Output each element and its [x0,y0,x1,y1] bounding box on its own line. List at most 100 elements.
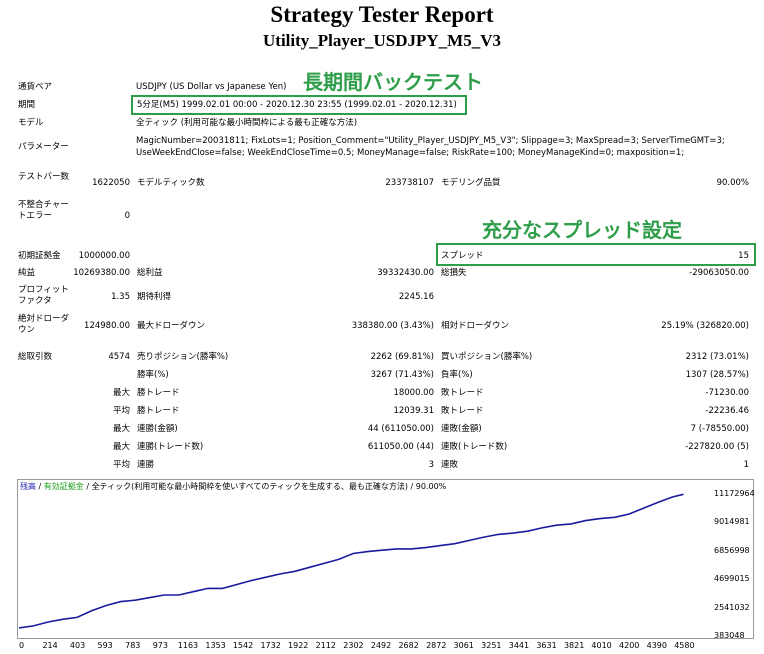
win-label: 勝率(%) [137,370,169,380]
pf-value: 1.35 [111,292,130,302]
max-cons-loss-label: 連敗(トレード数) [441,442,508,452]
largest-win-value: 18000.00 [393,388,434,398]
y-tick-label-5: 11172964 [714,489,755,498]
x-tick-label-0: 0 [19,641,25,650]
x-tick-label-5: 973 [152,641,168,650]
x-tick-label-20: 3821 [563,641,585,650]
x-tick-label-6: 1163 [177,641,199,650]
max-dd-label: 最大ドローダウン [137,321,206,331]
y-tick-label-2: 4699015 [714,574,750,584]
gross-loss-value: -29063050.00 [689,268,749,278]
period-value: 5分足(M5) 1999.02.01 00:00 - 2020.12.30 23… [137,100,457,110]
legend-separator-3: / [407,482,416,491]
ticks-value: 233738107 [385,178,434,188]
period-highlight-box [131,95,467,115]
x-tick-label-15: 2872 [426,641,447,650]
trades-label: 総取引数 [18,352,53,362]
legend-equity: 有効証拠金 [43,482,84,491]
x-tick-label-7: 1353 [205,641,226,650]
chart-legend: 残高 / 有効証拠金 / 全ティック(利用可能な最小時間枠を使いすべてのティック… [20,481,446,492]
legend-balance: 残高 [20,482,36,491]
x-tick-label-11: 2112 [315,641,337,650]
max-cons-wins-label: 連勝(金額) [137,424,178,434]
x-tick-label-2: 403 [69,641,86,650]
max-cons-profit-value: 611050.00 (44) [367,442,434,452]
quality-label: モデリング品質 [441,178,501,188]
y-tick-label-0: 383048 [714,631,745,640]
x-tick-label-18: 3441 [508,641,530,650]
trades-value: 4574 [108,352,130,362]
max-1-label: 最大 [112,424,130,434]
spread-value: 15 [738,251,749,261]
params-line-2: UseWeekEndClose=false; WeekEndCloseTime=… [136,148,685,158]
balance-line-0 [18,493,684,629]
legend-model: 全ティック(利用可能な最小時間枠を使いすべてのティックを生成する、最も正確な方法… [91,482,408,491]
x-tick-label-23: 4390 [646,641,667,650]
x-tick-label-4: 783 [125,641,141,650]
largest-win-label: 勝トレード [137,388,180,398]
spread-highlight-box [436,243,756,266]
win-value: 3267 (71.43%) [370,370,434,380]
avg-cons-wins-label: 連勝 [137,460,155,470]
x-tick-label-10: 1922 [288,641,309,650]
quality-value: 90.00% [716,178,749,188]
x-tick-label-22: 4200 [619,641,640,650]
avg-loss-label: 敗トレード [441,406,484,416]
lose-label: 負率(%) [441,370,473,380]
mismatch-label: 不整合チャートエラー [18,200,69,221]
y-tick-label-3: 6856998 [714,545,750,555]
expected-label: 期待利得 [137,292,172,302]
spread-label: スプレッド [441,251,484,261]
mismatch-value: 0 [124,211,130,221]
x-tick-label-24: 4580 [674,641,695,650]
largest-loss-value: -71230.00 [705,388,749,398]
ticks-label: モデルティック数 [137,178,205,188]
max-cons-losses-label: 連敗(金額) [441,424,482,434]
x-tick-label-21: 4010 [591,641,612,650]
avg-loss-value: -22236.46 [705,406,749,416]
x-tick-label-17: 3251 [481,641,502,650]
long-label: 買いポジション(勝率%) [441,352,533,362]
params-label: パラメーター [18,142,69,152]
x-tick-label-16: 3061 [453,641,474,650]
gross-loss-label: 総損失 [441,268,467,278]
max-dd-value: 338380.00 (3.43%) [351,321,434,331]
params-line-1: MagicNumber=20031811; FixLots=1; Positio… [136,136,725,146]
period-label: 期間 [18,100,36,110]
model-value: 全ティック (利用可能な最小時間枠による最も正確な方法) [136,118,358,128]
report-subtitle: Utility_Player_USDJPY_M5_V3 [263,31,501,50]
x-tick-label-1: 214 [42,641,58,650]
max-cons-losses-value: 7 (-78550.00) [690,424,749,434]
rel-dd-label: 相対ドローダウン [441,321,510,331]
average-label: 平均 [112,406,130,416]
avg-win-label: 勝トレード [137,406,180,416]
y-tick-label-1: 2541032 [714,602,750,612]
lose-value: 1307 (28.57%) [685,370,749,380]
net-value: 10269380.00 [73,268,130,278]
pair-label: 通貨ペア [18,82,53,92]
max-cons-loss-value: -227820.00 (5) [685,442,749,452]
deposit-label: 初期証拠金 [18,251,61,261]
abs-dd-value: 124980.00 [84,321,130,331]
x-tick-label-13: 2492 [370,641,392,650]
x-tick-label-9: 1732 [260,641,281,650]
spread-annotation: 充分なスプレッド設定 [482,218,682,242]
avg-cons-losses-label: 連敗 [441,460,459,470]
legend-quality: 90.00% [415,482,447,491]
x-tick-label-3: 593 [97,641,113,650]
legend-separator-1: / [36,482,44,491]
gross-profit-value: 39332430.00 [377,268,434,278]
bars-value: 1622050 [92,178,130,188]
x-tick-label-19: 3631 [536,641,557,650]
rel-dd-value: 25.19% (326820.00) [661,321,749,331]
gross-profit-label: 総利益 [137,268,163,278]
net-label: 純益 [18,268,36,278]
largest-label: 最大 [112,388,130,398]
expected-value: 2245.16 [398,292,434,302]
balance-chart-frame [17,479,754,639]
backtest-annotation: 長期間バックテスト [303,70,483,94]
pf-label: プロフィットファクタ [18,285,69,306]
short-label: 売りポジション(勝率%) [137,352,229,362]
short-value: 2262 (69.81%) [370,352,434,362]
